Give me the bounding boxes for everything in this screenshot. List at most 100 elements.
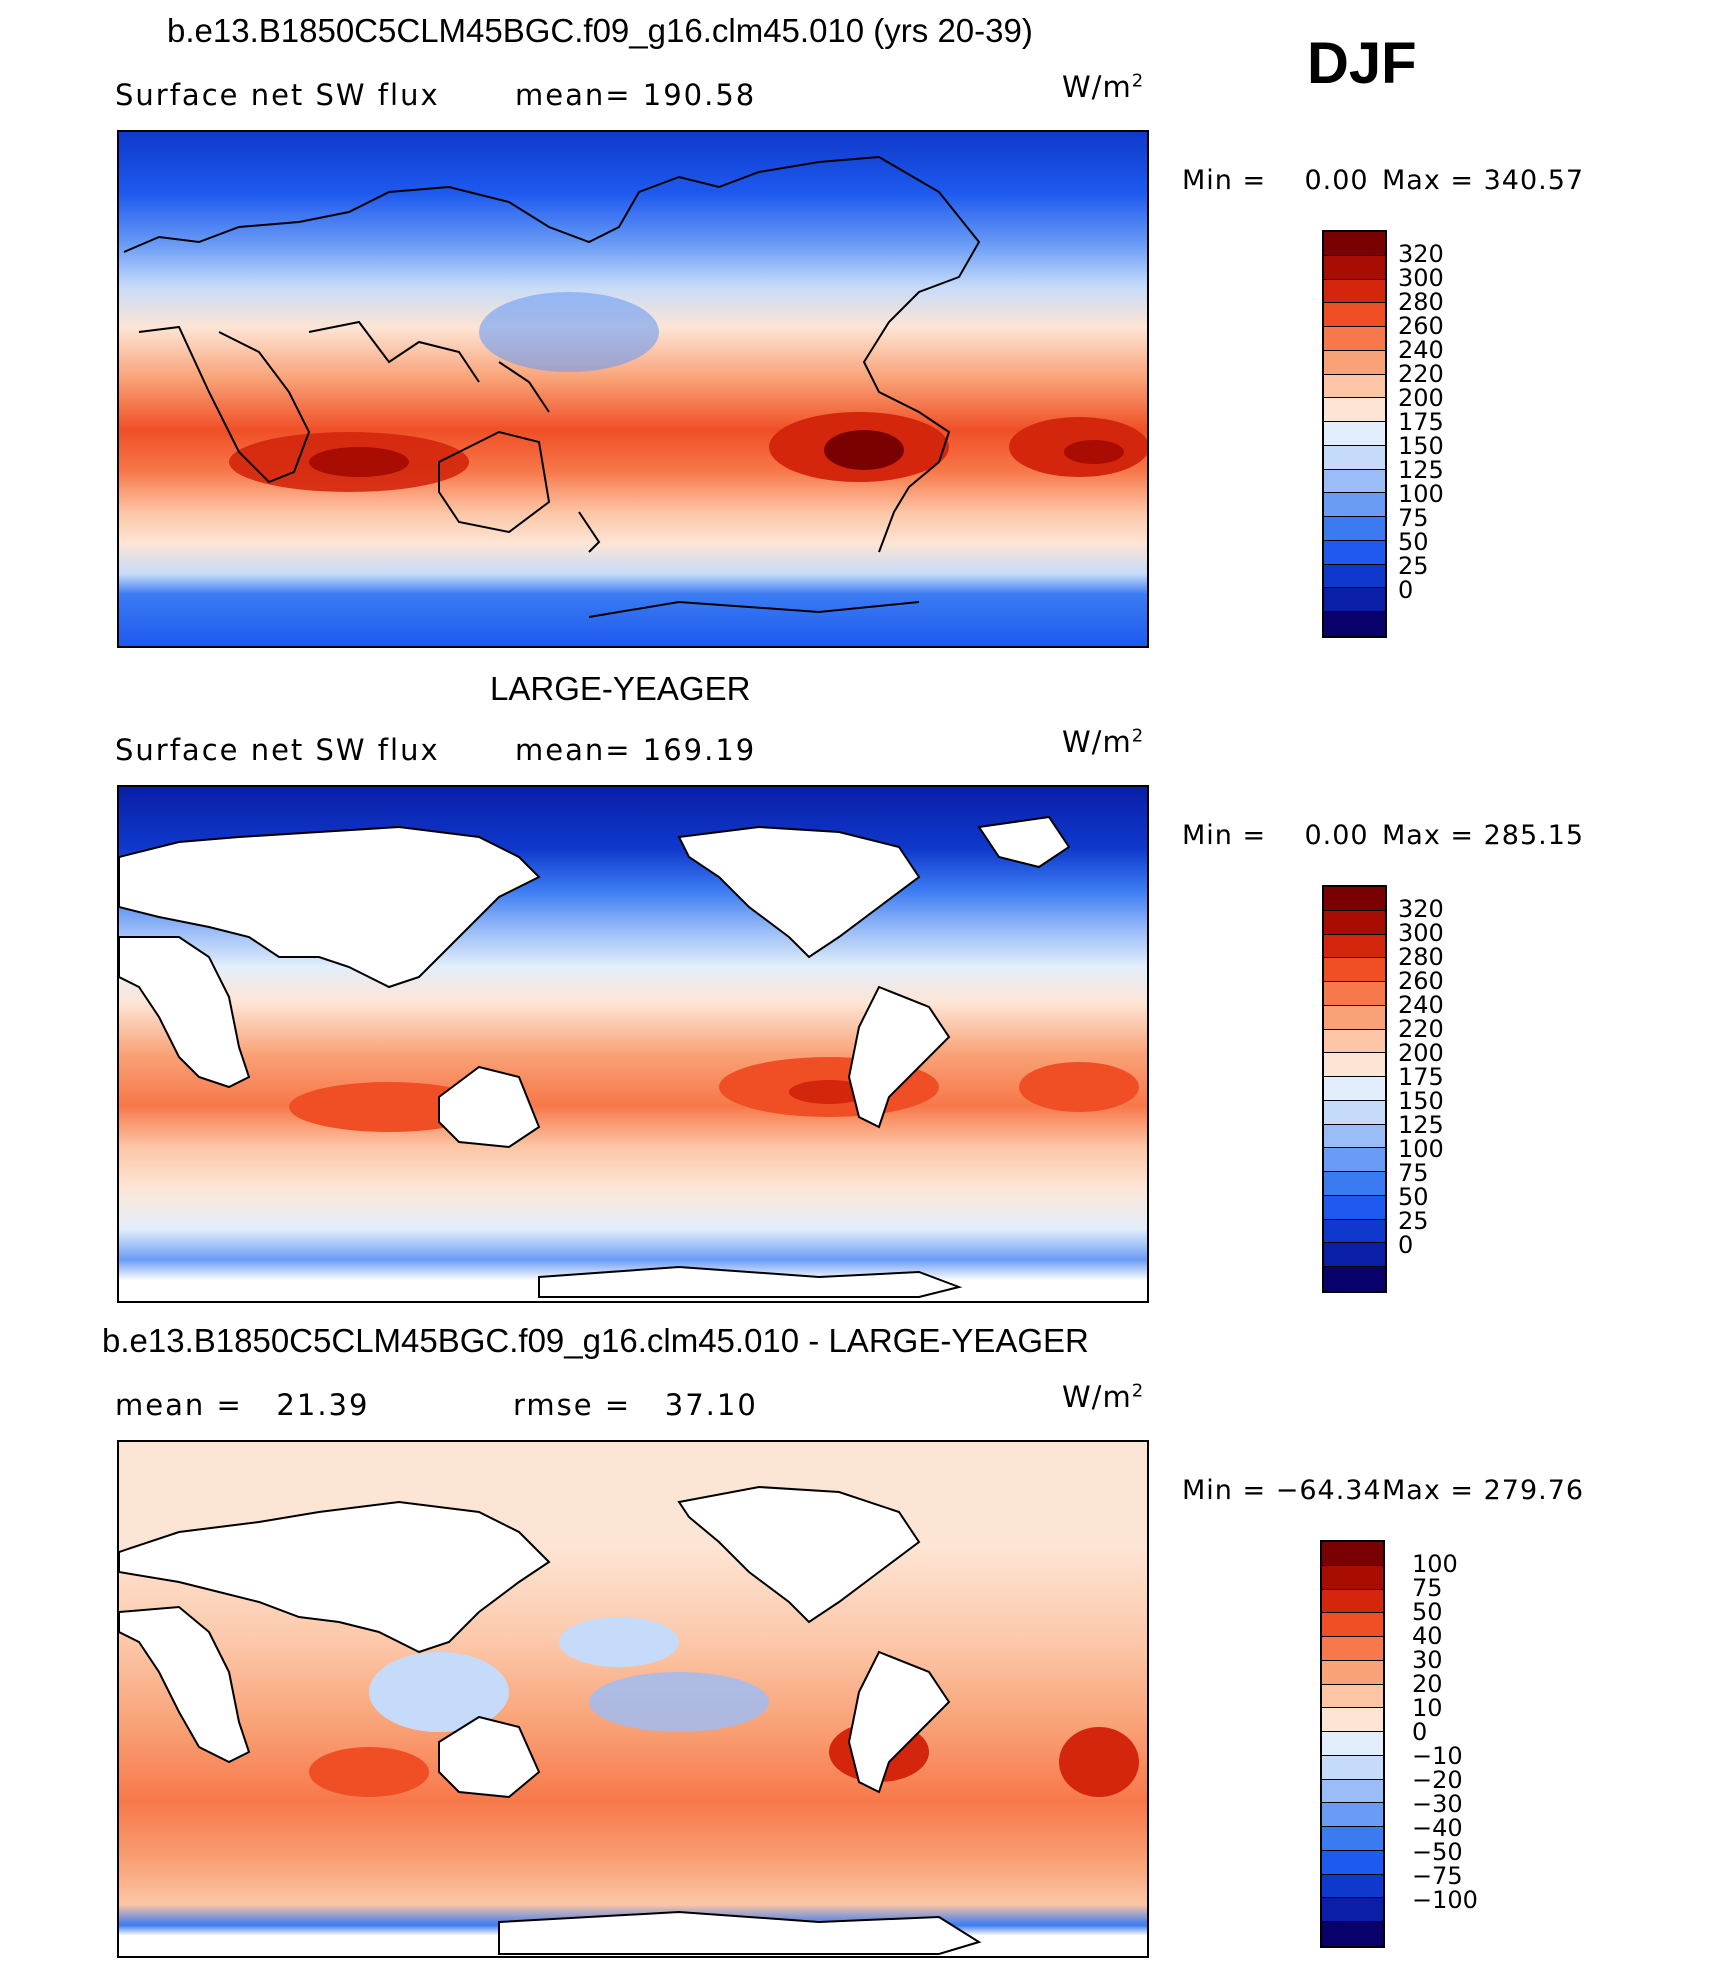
colorbar-tick-label: 200 — [1398, 1039, 1444, 1067]
colorbar-swatch — [1324, 887, 1385, 911]
panel-1-colorbar-labels: 320 300 280 260 240 220 200 175 150 125 100 75 50 25 0 — [1398, 230, 1478, 638]
colorbar-tick-label: 220 — [1398, 360, 1444, 388]
colorbar-swatch — [1324, 958, 1385, 982]
colorbar-tick-label: 50 — [1398, 1183, 1429, 1211]
colorbar-swatch — [1324, 1053, 1385, 1077]
colorbar-swatch — [1324, 1243, 1385, 1267]
colorbar-tick-label: 0 — [1398, 1231, 1414, 1259]
colorbar-swatch — [1322, 1850, 1383, 1875]
panel-2-variable: Surface net SW flux — [115, 733, 440, 767]
colorbar-tick-label: −30 — [1412, 1790, 1463, 1818]
colorbar-swatch — [1322, 1613, 1383, 1637]
colorbar-tick-label: −20 — [1412, 1766, 1463, 1794]
colorbar-tick-label: 40 — [1412, 1622, 1443, 1650]
colorbar-swatch — [1324, 493, 1385, 517]
colorbar-tick-label: 175 — [1398, 408, 1444, 436]
colorbar-swatch — [1324, 232, 1385, 256]
panel-3-mean: mean = 21.39 — [115, 1388, 370, 1422]
colorbar-swatch — [1324, 1267, 1385, 1291]
colorbar-tick-label: 75 — [1412, 1574, 1443, 1602]
colorbar-swatch — [1322, 1637, 1383, 1661]
colorbar-tick-label: 125 — [1398, 456, 1444, 484]
colorbar-tick-label: 300 — [1398, 919, 1444, 947]
colorbar-tick-label: 240 — [1398, 336, 1444, 364]
colorbar-swatch — [1322, 1684, 1383, 1709]
panel-2-title: LARGE-YEAGER — [490, 670, 751, 707]
colorbar-swatch — [1324, 255, 1385, 280]
colorbar-swatch — [1324, 374, 1385, 399]
colorbar-swatch — [1324, 1172, 1385, 1196]
colorbar-tick-label: 280 — [1398, 288, 1444, 316]
colorbar-tick-label: 0 — [1412, 1718, 1428, 1746]
colorbar-tick-label: 75 — [1398, 1159, 1429, 1187]
panel-3-map-field — [119, 1442, 1147, 1956]
colorbar-swatch — [1324, 1077, 1385, 1101]
colorbar-tick-label: 320 — [1398, 240, 1444, 268]
colorbar-tick-label: −100 — [1412, 1886, 1478, 1914]
colorbar-tick-label: 260 — [1398, 967, 1444, 995]
panel-3-title: b.e13.B1850C5CLM45BGC.f09_g16.clm45.010 … — [102, 1322, 1089, 1359]
colorbar-tick-label: 30 — [1412, 1646, 1443, 1674]
panel-2-mean: mean= 169.19 — [515, 733, 757, 767]
colorbar-tick-label: 50 — [1398, 528, 1429, 556]
panel-2-map — [117, 785, 1149, 1303]
colorbar-tick-label: 75 — [1398, 504, 1429, 532]
panel-1-title: b.e13.B1850C5CLM45BGC.f09_g16.clm45.010 … — [167, 12, 1033, 49]
panel-1-colorbar — [1322, 230, 1387, 638]
colorbar-tick-label: 25 — [1398, 552, 1429, 580]
colorbar-swatch — [1324, 1100, 1385, 1125]
panel-2-min: Min = 0.00 — [1182, 820, 1369, 851]
colorbar-tick-label: −40 — [1412, 1814, 1463, 1842]
colorbar-swatch — [1322, 1755, 1383, 1780]
panel-1-mean: mean= 190.58 — [515, 78, 757, 112]
colorbar-swatch — [1324, 540, 1385, 565]
colorbar-swatch — [1322, 1589, 1383, 1614]
colorbar-tick-label: −75 — [1412, 1862, 1463, 1890]
panel-2-map-field — [119, 787, 1147, 1301]
panel-1-min: Min = 0.00 — [1182, 165, 1369, 196]
colorbar-swatch — [1324, 279, 1385, 304]
colorbar-tick-label: 100 — [1398, 1135, 1444, 1163]
colorbar-swatch — [1324, 934, 1385, 959]
colorbar-swatch — [1324, 469, 1385, 494]
colorbar-tick-label: 0 — [1398, 576, 1414, 604]
colorbar-swatch — [1322, 1660, 1383, 1685]
colorbar-swatch — [1324, 1195, 1385, 1220]
colorbar-tick-label: 150 — [1398, 1087, 1444, 1115]
panel-3-rmse: rmse = 37.10 — [513, 1388, 758, 1422]
colorbar-tick-label: 20 — [1412, 1670, 1443, 1698]
panel-3-max: Max = 279.76 — [1382, 1475, 1585, 1506]
colorbar-tick-label: 300 — [1398, 264, 1444, 292]
colorbar-swatch — [1324, 1005, 1385, 1030]
colorbar-tick-label: 200 — [1398, 384, 1444, 412]
colorbar-swatch — [1322, 1542, 1383, 1566]
colorbar-swatch — [1324, 327, 1385, 351]
colorbar-swatch — [1324, 517, 1385, 541]
panel-2-units: W/m2 — [1062, 725, 1145, 759]
season-label: DJF — [1307, 31, 1417, 96]
colorbar-tick-label: −50 — [1412, 1838, 1463, 1866]
colorbar-swatch — [1324, 612, 1385, 636]
colorbar-tick-label: 150 — [1398, 432, 1444, 460]
colorbar-swatch — [1322, 1803, 1383, 1827]
colorbar-tick-label: 100 — [1398, 480, 1444, 508]
panel-1-variable: Surface net SW flux — [115, 78, 440, 112]
colorbar-tick-label: 10 — [1412, 1694, 1443, 1722]
panel-3-colorbar-labels: 100 75 50 40 30 20 10 0 −10 −20 −30 −40 −50 −75 −100 — [1412, 1540, 1492, 1948]
colorbar-swatch — [1322, 1898, 1383, 1922]
panel-3-map — [117, 1440, 1149, 1958]
colorbar-swatch — [1324, 1219, 1385, 1244]
colorbar-swatch — [1322, 1874, 1383, 1899]
panel-1-map — [117, 130, 1149, 648]
panel-2-max: Max = 285.15 — [1382, 820, 1585, 851]
colorbar-tick-label: 25 — [1398, 1207, 1429, 1235]
panel-1-map-field — [119, 132, 1147, 646]
colorbar-tick-label: 125 — [1398, 1111, 1444, 1139]
colorbar-tick-label: 100 — [1412, 1550, 1458, 1578]
panel-2-colorbar — [1322, 885, 1387, 1293]
colorbar-tick-label: 175 — [1398, 1063, 1444, 1091]
colorbar-tick-label: 220 — [1398, 1015, 1444, 1043]
colorbar-swatch — [1324, 588, 1385, 612]
colorbar-swatch — [1322, 1827, 1383, 1851]
colorbar-swatch — [1324, 445, 1385, 470]
